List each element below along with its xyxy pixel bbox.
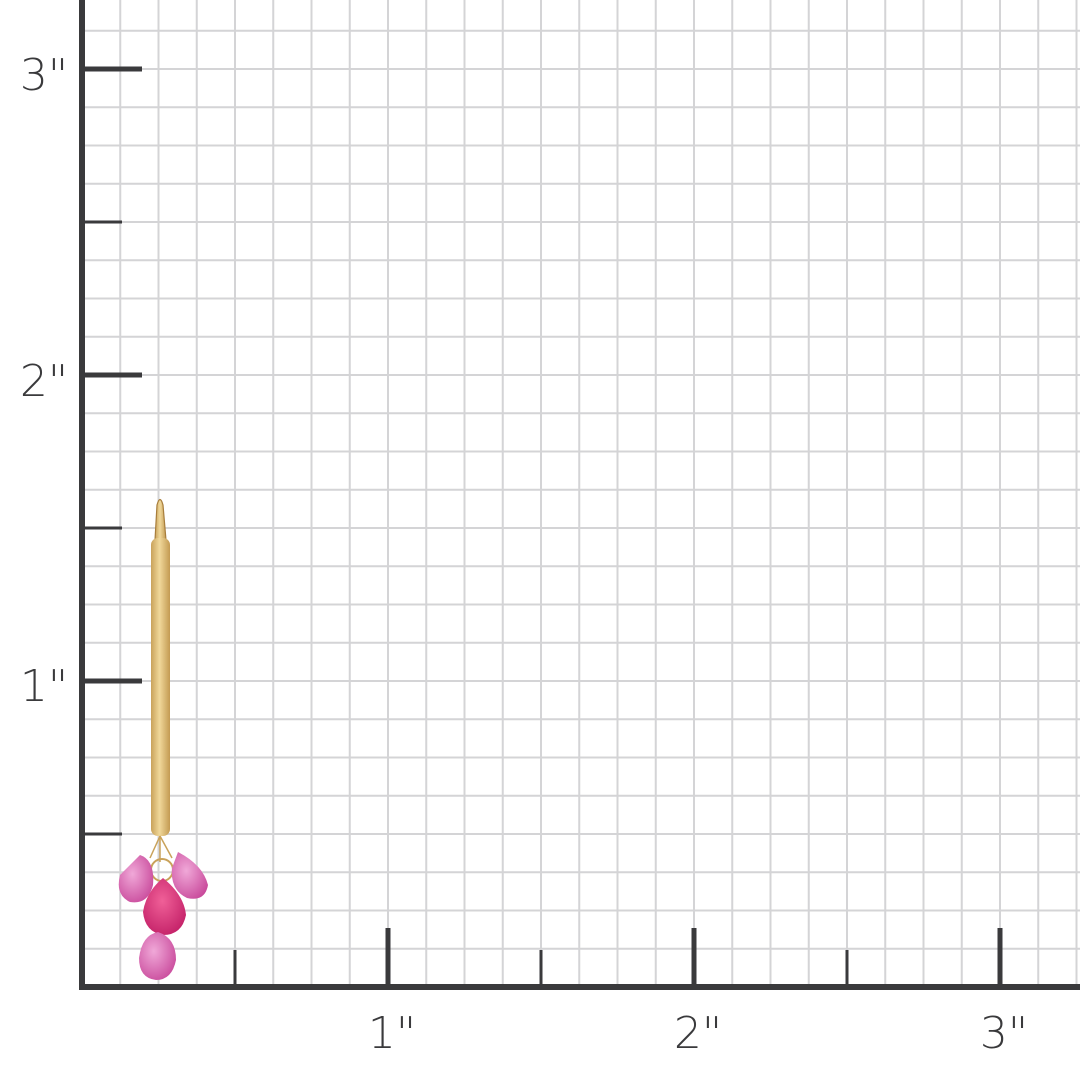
earring-hook	[154, 498, 167, 541]
y-label-2: 2"	[20, 356, 68, 407]
stone-center	[143, 878, 186, 935]
gold-bar	[151, 538, 170, 836]
grid-lines	[82, 0, 1080, 987]
y-label-3: 3"	[20, 50, 68, 101]
stone-right	[171, 852, 208, 899]
ruler-ticks	[79, 0, 1080, 990]
jump-ring	[150, 858, 174, 882]
earring-product-image	[118, 498, 208, 980]
x-label-2: 2"	[674, 1008, 722, 1059]
x-label-3: 3"	[980, 1008, 1028, 1059]
stone-bottom	[139, 932, 176, 980]
stone-left	[118, 855, 154, 903]
y-label-1: 1"	[20, 661, 68, 712]
x-label-1: 1"	[368, 1008, 416, 1059]
jump-rings	[149, 835, 173, 862]
ruler-labels: 1" 2" 3" 1" 2" 3"	[20, 50, 1028, 1059]
